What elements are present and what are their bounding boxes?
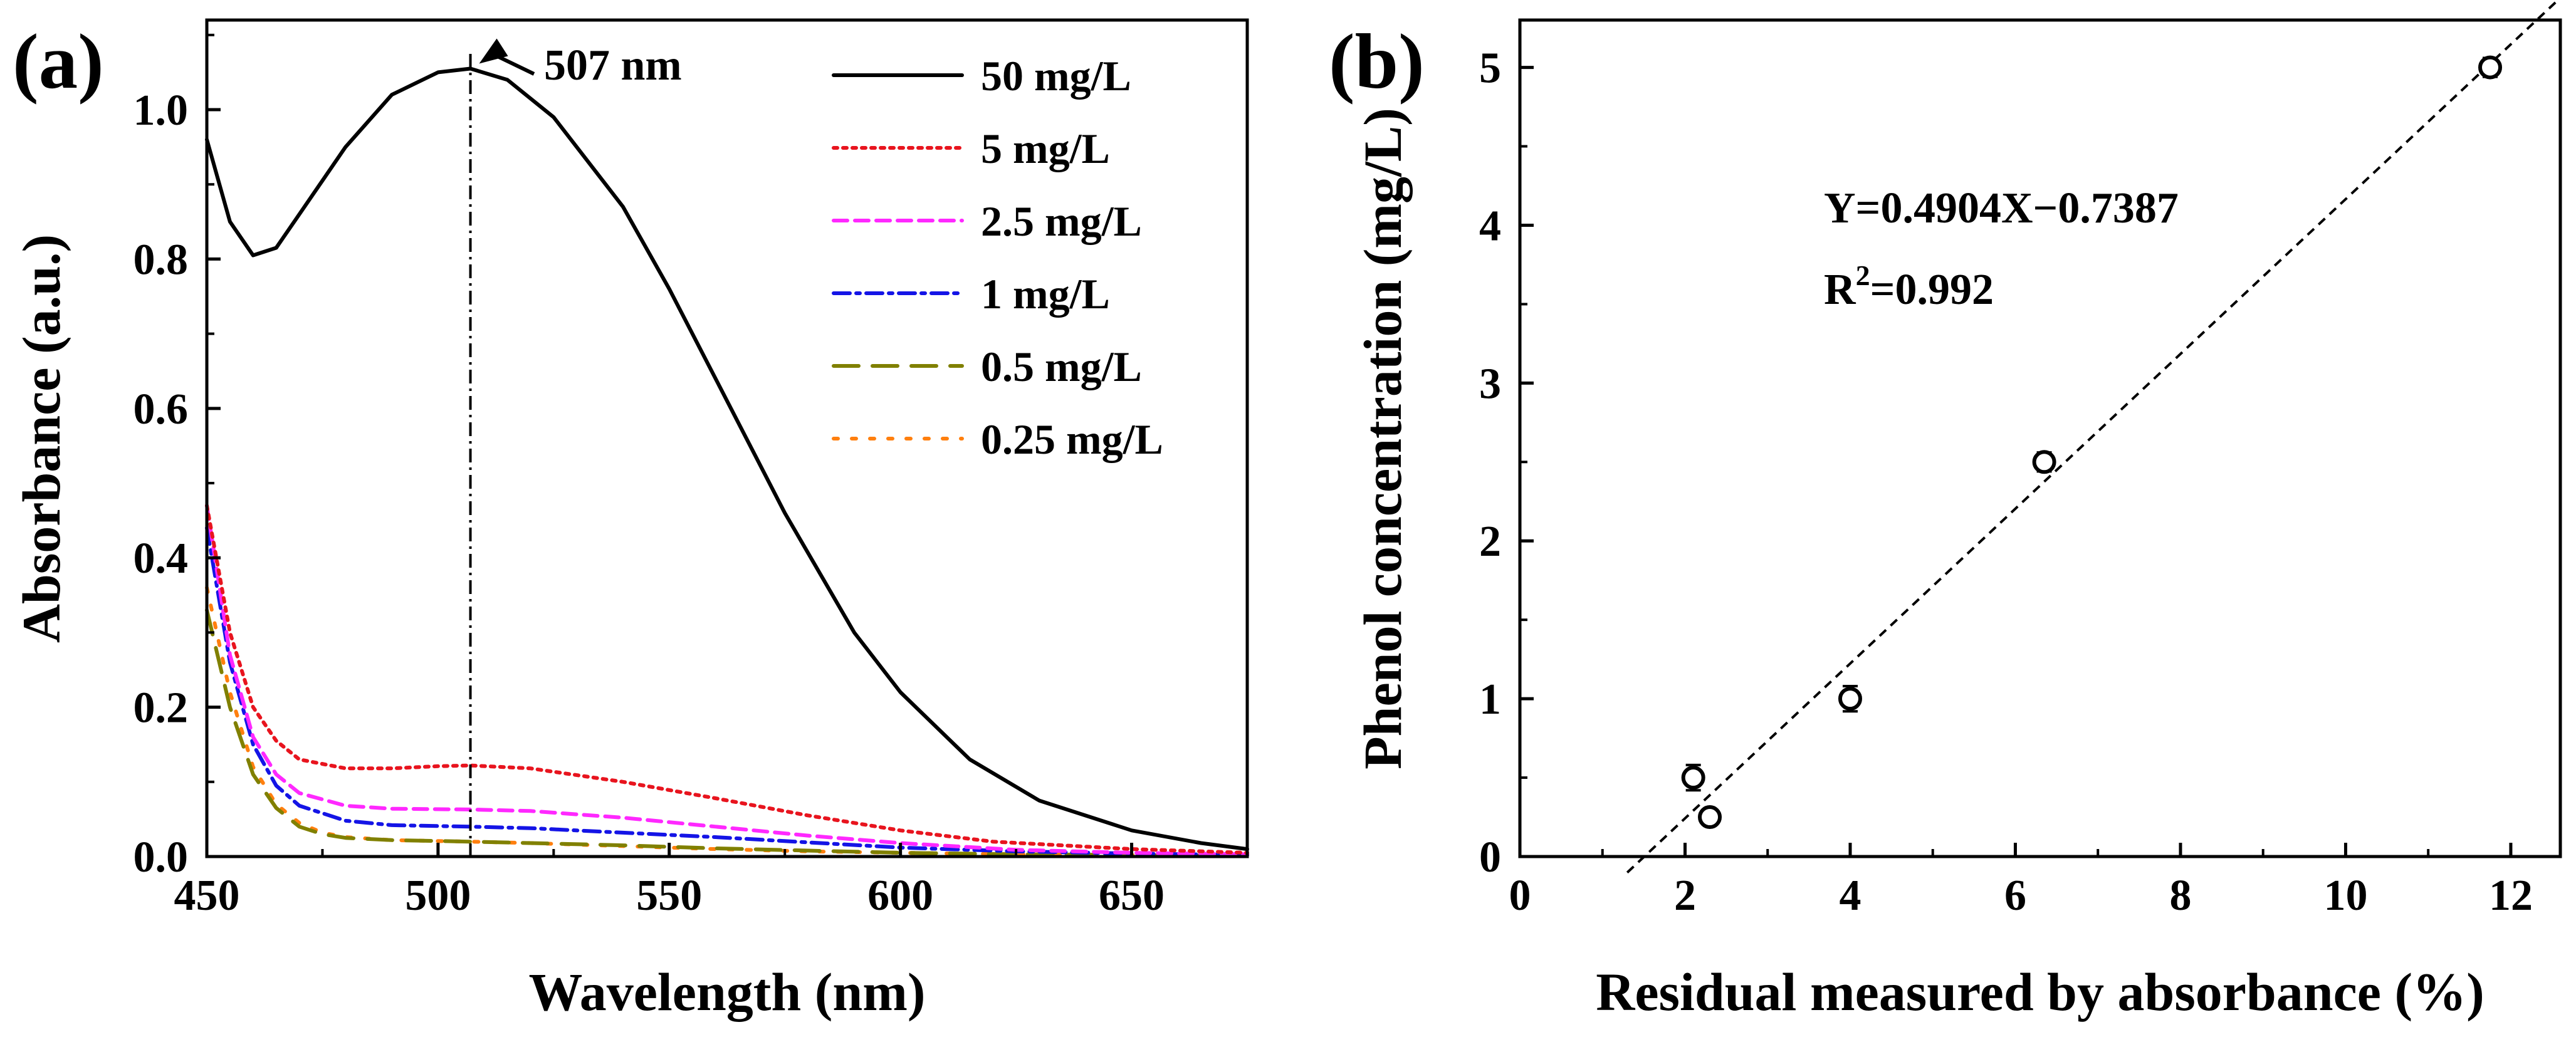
data-point-4 bbox=[2032, 450, 2056, 474]
y-tick-label: 0.0 bbox=[134, 833, 189, 882]
y-tick-label: 0.4 bbox=[134, 534, 189, 583]
series-line-2 bbox=[205, 503, 1249, 855]
x-tick-label: 450 bbox=[174, 872, 240, 920]
x-tick-label: 4 bbox=[1839, 872, 1861, 920]
y-tick-label: 0 bbox=[1479, 833, 1501, 882]
fit-equation: Y=0.4904X−0.7387 bbox=[1824, 184, 2179, 232]
fit-line bbox=[1626, 0, 2560, 873]
data-point-3 bbox=[1838, 687, 1862, 711]
legend-label-4: 1 mg/L bbox=[981, 270, 1110, 318]
panel-a-x-ticks: 450 500 550 600 650 bbox=[174, 843, 1165, 920]
r-squared-value: =0.992 bbox=[1870, 266, 1994, 314]
data-point-5 bbox=[2478, 55, 2503, 80]
x-tick-label: 8 bbox=[2169, 872, 2191, 920]
legend-label-2: 5 mg/L bbox=[981, 125, 1110, 172]
series-line-3 bbox=[205, 503, 1249, 857]
y-tick-label: 1 bbox=[1479, 675, 1501, 724]
data-point-2 bbox=[1698, 805, 1722, 830]
series-line-5 bbox=[205, 608, 1249, 858]
panel-a-letter: (a) bbox=[13, 19, 104, 105]
r-squared-prefix: R bbox=[1824, 266, 1856, 314]
y-tick-label: 0.8 bbox=[134, 236, 189, 284]
y-tick-label: 4 bbox=[1479, 202, 1501, 250]
panel-b-frame bbox=[1518, 18, 2562, 858]
legend-label-3: 2.5 mg/L bbox=[981, 197, 1142, 245]
series-line-1 bbox=[205, 66, 1249, 852]
panel-b-x-axis-title: Residual measured by absorbance (%) bbox=[1596, 962, 2484, 1022]
y-tick-label: 0.6 bbox=[134, 385, 189, 434]
legend-label-1: 50 mg/L bbox=[981, 52, 1131, 100]
legend-label-6: 0.25 mg/L bbox=[981, 415, 1163, 463]
r-squared: R2=0.992 bbox=[1824, 259, 1994, 314]
panel-b-y-ticks: 0 1 2 3 4 5 bbox=[1479, 44, 1534, 882]
x-tick-label: 550 bbox=[636, 872, 702, 920]
panel-b: (b) Y=0.4904X−0.7387 R2=0.992 0 2 4 6 8 10 12 … bbox=[1329, 0, 2562, 1022]
x-tick-label: 2 bbox=[1674, 872, 1696, 920]
panel-a-frame bbox=[205, 18, 1249, 858]
data-point-1 bbox=[1681, 766, 1705, 790]
y-tick-label: 5 bbox=[1479, 44, 1501, 93]
panel-a-x-axis-title: Wavelength (nm) bbox=[528, 962, 925, 1022]
x-tick-label: 650 bbox=[1099, 872, 1165, 920]
panel-a-y-axis-title: Absorbance (a.u.) bbox=[11, 234, 71, 643]
panel-b-letter: (b) bbox=[1329, 19, 1425, 105]
x-tick-label: 12 bbox=[2489, 872, 2533, 920]
r-squared-superscript: 2 bbox=[1856, 259, 1870, 291]
x-tick-label: 10 bbox=[2323, 872, 2367, 920]
panel-a-y-ticks: 0.0 0.2 0.4 0.6 0.8 1.0 bbox=[134, 33, 221, 882]
y-tick-label: 1.0 bbox=[134, 86, 189, 135]
y-tick-label: 3 bbox=[1479, 360, 1501, 408]
y-tick-label: 2 bbox=[1479, 518, 1501, 566]
panel-b-points bbox=[1681, 55, 2503, 830]
panel-b-x-ticks: 0 2 4 6 8 10 12 bbox=[1509, 843, 2533, 920]
legend-label-5: 0.5 mg/L bbox=[981, 343, 1142, 390]
x-tick-label: 500 bbox=[405, 872, 471, 920]
x-tick-label: 6 bbox=[2004, 872, 2026, 920]
x-tick-label: 0 bbox=[1509, 872, 1531, 920]
peak-arrowhead bbox=[479, 38, 508, 64]
peak-label: 507 nm bbox=[544, 41, 682, 90]
panel-a: (a) 507 nm 50 mg/L 5 mg/L 2.5 mg/L 1 mg/L 0.… bbox=[11, 18, 1249, 1022]
y-tick-label: 0.2 bbox=[134, 684, 189, 732]
panel-a-legend: 50 mg/L 5 mg/L 2.5 mg/L 1 mg/L 0.5 mg/L 0.25 … bbox=[832, 52, 1163, 463]
x-tick-label: 600 bbox=[867, 872, 933, 920]
panel-b-y-axis-title: Phenol concentration (mg/L) bbox=[1353, 108, 1413, 769]
series-line-4 bbox=[205, 526, 1249, 857]
